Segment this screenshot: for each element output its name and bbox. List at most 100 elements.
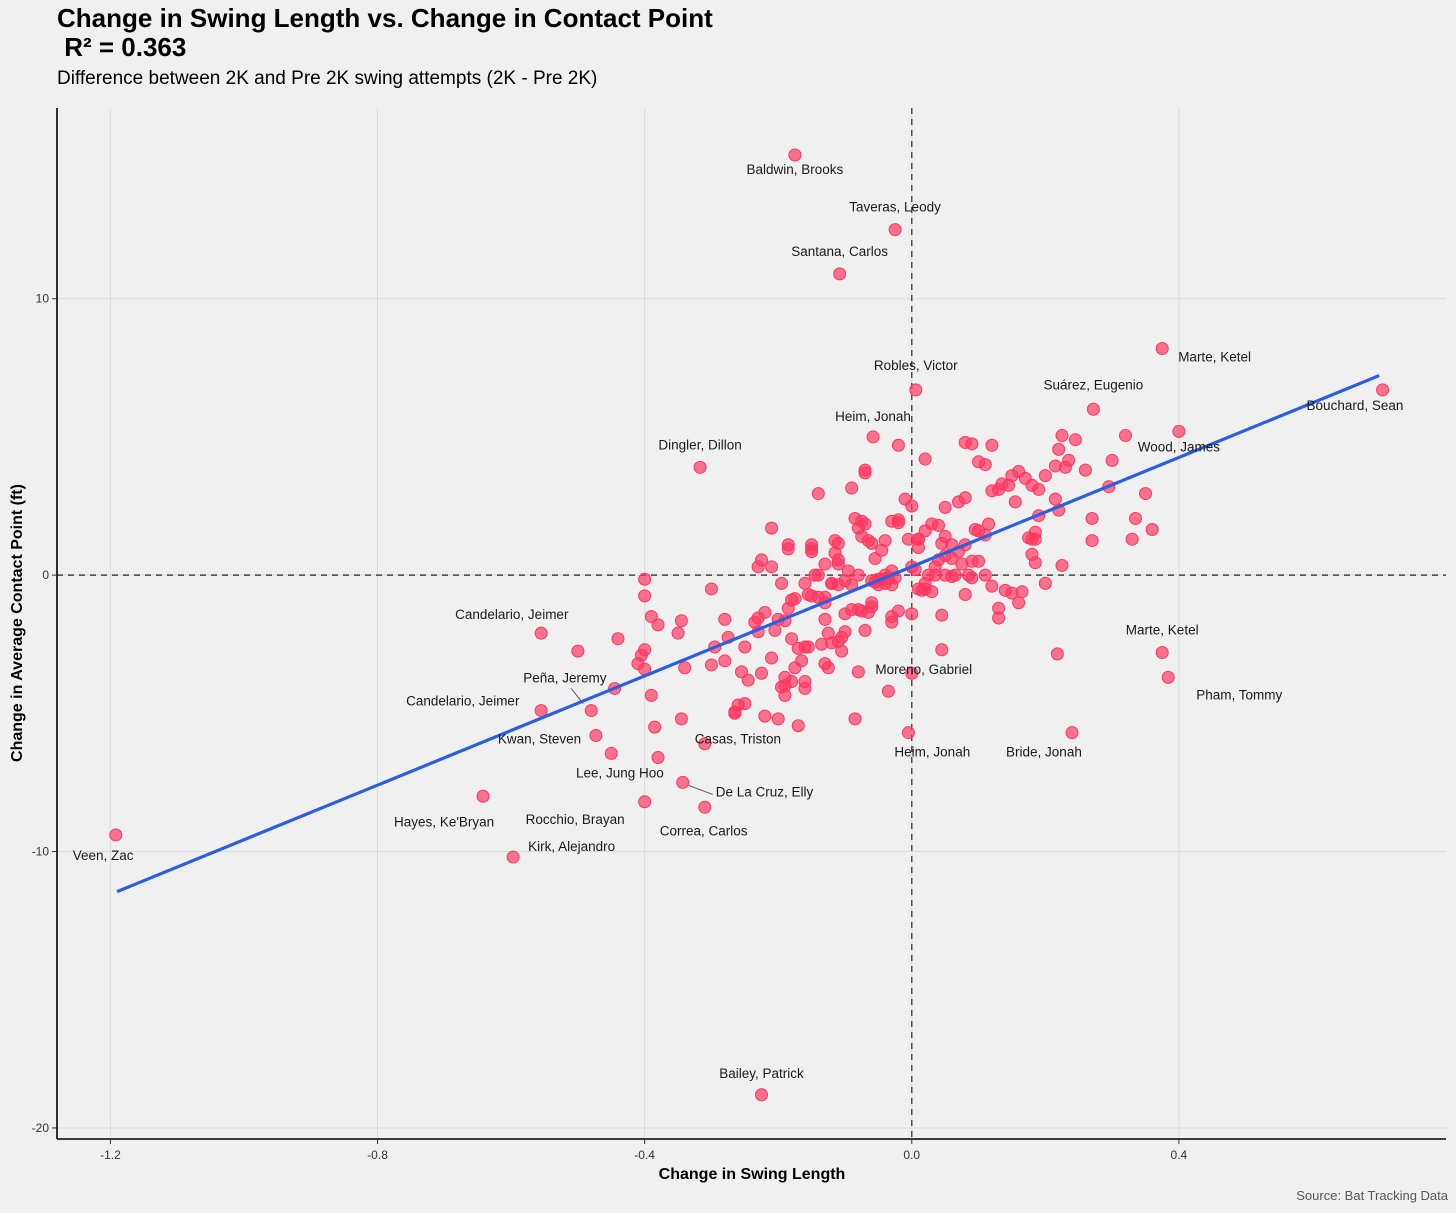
point-label: Heim, Jonah [835, 409, 911, 424]
data-point [1078, 463, 1092, 477]
data-point [985, 438, 999, 452]
point-label: Robles, Victor [874, 358, 958, 373]
data-point [571, 644, 585, 658]
data-point [1145, 523, 1159, 537]
data-point [848, 712, 862, 726]
axis-ticks: -1.2 -0.8 -0.4 0.0 0.4 -20 -10 0 10 [32, 292, 1188, 1162]
point-labels: Baldwin, Brooks Taveras, Leody Santana, Ca… [73, 162, 1404, 1081]
data-point [911, 582, 925, 596]
point-label: Correa, Carlos [660, 823, 748, 838]
data-point [828, 534, 842, 548]
data-point [798, 576, 812, 590]
data-point [818, 557, 832, 571]
labeled-data-point [755, 1088, 769, 1102]
labeled-data-point [651, 751, 665, 765]
data-point [878, 534, 892, 548]
data-point [885, 615, 899, 629]
data-point [1055, 429, 1069, 443]
fit-line [116, 374, 1380, 894]
labeled-data-point [866, 430, 880, 444]
y-axis-label: Change in Average Contact Point (ft) [9, 484, 26, 762]
axes [56, 108, 1446, 1140]
point-label: Marte, Ketel [1178, 349, 1251, 364]
labeled-data-point [638, 795, 652, 809]
data-point [1105, 453, 1119, 467]
data-point [905, 499, 919, 513]
labeled-data-point [1065, 726, 1079, 740]
data-point [848, 511, 862, 525]
data-point [805, 545, 819, 559]
data-point [925, 585, 939, 599]
data-point [938, 500, 952, 514]
data-point [1038, 576, 1052, 590]
data-point [818, 657, 832, 671]
point-label: Peña, Jeremy [523, 671, 607, 686]
data-point [755, 666, 769, 680]
labeled-data-point [1172, 424, 1186, 438]
data-point [811, 568, 825, 582]
data-point [728, 705, 742, 719]
labeled-data-point [1050, 647, 1064, 661]
data-point [768, 623, 782, 637]
data-point [972, 554, 986, 568]
data-point [674, 614, 688, 628]
labeled-data-point [506, 850, 520, 864]
data-point [891, 438, 905, 452]
data-point [815, 637, 829, 651]
data-point [1038, 469, 1052, 483]
point-label: Suárez, Eugenio [1043, 377, 1143, 392]
data-point [604, 746, 618, 760]
data-point [1048, 459, 1062, 473]
data-point [835, 644, 849, 658]
data-point [1138, 487, 1152, 501]
data-point [811, 487, 825, 501]
point-label: Casas, Triston [695, 732, 781, 747]
data-point [1018, 471, 1032, 485]
labeled-data-point [888, 223, 902, 237]
data-point [638, 589, 652, 603]
data-point [841, 564, 855, 578]
data-point [935, 643, 949, 657]
labeled-data-point [833, 267, 847, 281]
source-caption: Source: Bat Tracking Data [1296, 1188, 1448, 1203]
data-point [1118, 429, 1132, 443]
point-label: De La Cruz, Elly [716, 784, 814, 799]
data-point [785, 632, 799, 646]
chart-subtitle: Difference between 2K and Pre 2K swing a… [57, 68, 598, 89]
data-point [821, 626, 835, 640]
labeled-data-point [109, 828, 123, 842]
data-point [775, 576, 789, 590]
data-point [891, 604, 905, 618]
data-point [1125, 532, 1139, 546]
labeled-data-point [1155, 341, 1169, 355]
data-point [978, 568, 992, 582]
data-point [851, 665, 865, 679]
data-point [1025, 547, 1039, 561]
labeled-data-point [584, 704, 598, 718]
data-point [648, 720, 662, 734]
data-point [781, 601, 795, 615]
data-point [781, 538, 795, 552]
point-label: Pham, Tommy [1196, 687, 1282, 702]
data-point [765, 521, 779, 535]
chart-title: Change in Swing Length vs. Change in Con… [57, 3, 713, 62]
data-point [765, 560, 779, 574]
data-point [678, 661, 692, 675]
data-point [918, 452, 932, 466]
point-label: Taveras, Leody [849, 200, 941, 215]
point-label: Veen, Zac [73, 848, 134, 863]
data-point [998, 583, 1012, 597]
data-point [1085, 534, 1099, 548]
labeled-data-point [909, 383, 923, 397]
point-label: Kwan, Steven [498, 731, 581, 746]
x-tick-label: 0.0 [903, 1148, 920, 1162]
data-point [1022, 531, 1036, 545]
data-point [1085, 511, 1099, 525]
labeled-data-point [589, 728, 603, 742]
data-point [818, 612, 832, 626]
data-point [978, 458, 992, 472]
data-point [644, 688, 658, 702]
data-point [1068, 433, 1082, 447]
labeled-data-point [534, 626, 548, 640]
